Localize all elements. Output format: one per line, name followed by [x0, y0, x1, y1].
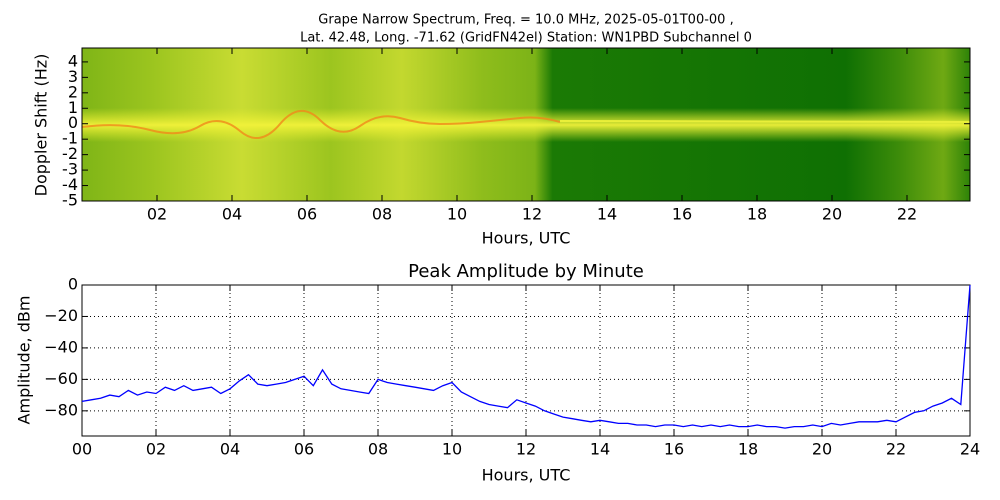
y-axis-label: Doppler Shift (Hz): [32, 54, 51, 197]
y-tick-label: 3: [68, 67, 78, 86]
data-line: [81, 284, 971, 429]
chart-title: Peak Amplitude by Minute: [408, 261, 644, 282]
y-tick-label: −40: [44, 337, 78, 356]
plot-frame: [81, 47, 971, 202]
y-tick-label: -3: [62, 160, 78, 179]
spectrogram-band: [82, 108, 970, 142]
x-tick-label: 16: [672, 205, 692, 224]
x-tick-label: 00: [72, 440, 92, 459]
chart-subtitle: Lat. 42.48, Long. -71.62 (GridFN42el) St…: [300, 31, 752, 46]
chart-title: Grape Narrow Spectrum, Freq. = 10.0 MHz,…: [318, 13, 733, 28]
y-tick-label: 2: [68, 82, 78, 101]
spectrogram-trace: [559, 120, 971, 123]
x-tick-label: 12: [522, 205, 542, 224]
x-tick-label: 10: [442, 440, 462, 459]
x-tick-label: 20: [812, 440, 832, 459]
y-tick-label: -2: [62, 144, 78, 163]
y-axis-label: Amplitude, dBm: [15, 296, 34, 425]
x-tick-label: 10: [447, 205, 467, 224]
y-tick-label: -1: [62, 129, 78, 148]
x-tick-label: 08: [368, 440, 388, 459]
y-tick-label: 4: [68, 51, 78, 70]
x-tick-label: 20: [822, 205, 842, 224]
x-tick-label: 18: [738, 440, 758, 459]
x-tick-label: 22: [897, 205, 917, 224]
x-tick-label: 16: [664, 440, 684, 459]
y-tick-label: 0: [68, 275, 78, 294]
x-tick-label: 22: [886, 440, 906, 459]
x-tick-label: 08: [372, 205, 392, 224]
x-axis-label: Hours, UTC: [482, 229, 571, 248]
line-plot: Peak Amplitude by Minute Hours, UTC Ampl…: [15, 261, 981, 485]
x-tick-label: 14: [590, 440, 610, 459]
x-tick-label: 24: [960, 440, 980, 459]
y-tick-label: −80: [44, 400, 78, 419]
y-tick-label: -4: [62, 175, 78, 194]
x-tick-label: 12: [516, 440, 536, 459]
x-tick-label: 06: [297, 205, 317, 224]
spectrogram-trace: [81, 110, 561, 139]
y-tick-label: 0: [68, 113, 78, 132]
y-tick-label: -5: [62, 191, 78, 210]
x-tick-label: 04: [220, 440, 240, 459]
x-tick-label: 02: [146, 440, 166, 459]
y-tick-label: −60: [44, 369, 78, 388]
x-tick-label: 18: [747, 205, 767, 224]
x-axis-label: Hours, UTC: [482, 466, 571, 485]
spectrogram: Grape Narrow Spectrum, Freq. = 10.0 MHz,…: [32, 13, 971, 248]
x-tick-label: 04: [222, 205, 242, 224]
x-tick-label: 14: [597, 205, 617, 224]
x-tick-label: 02: [147, 205, 167, 224]
y-tick-label: −20: [44, 306, 78, 325]
x-tick-label: 06: [294, 440, 314, 459]
y-tick-label: 1: [68, 98, 78, 117]
